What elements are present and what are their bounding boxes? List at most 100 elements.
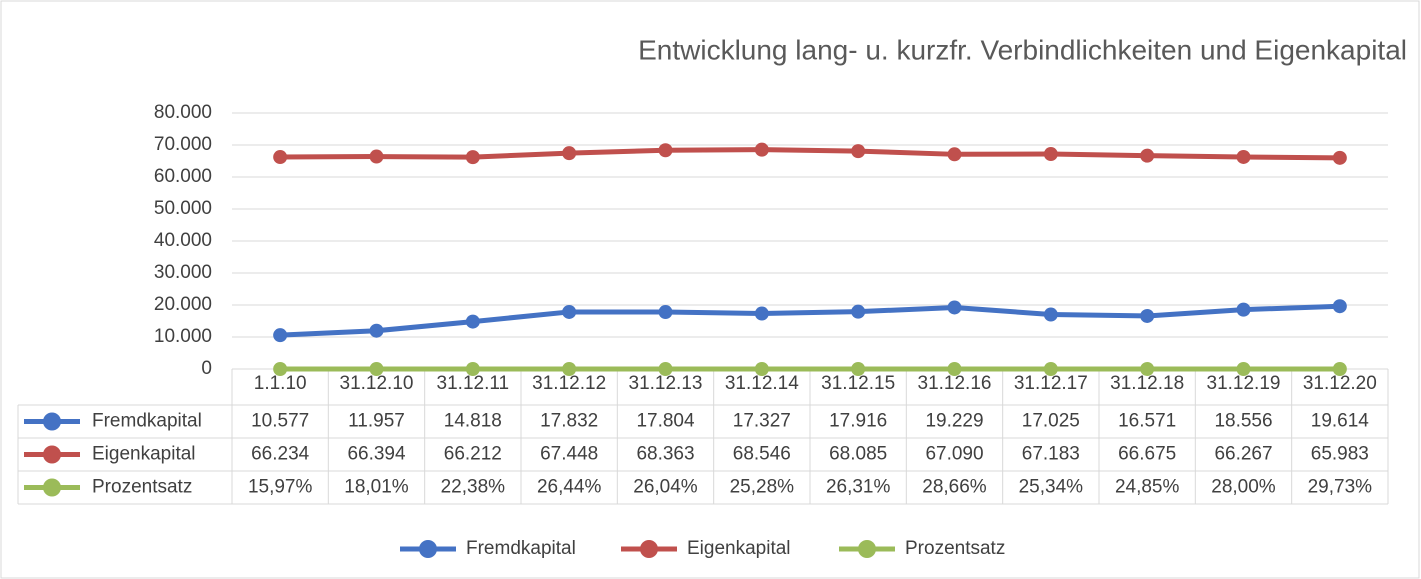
marker [658,361,673,376]
y-tick-label: 50.000 [154,198,212,219]
legend-key-marker [43,412,61,431]
marker [369,323,384,338]
marker [658,305,673,320]
x-tick-label: 31.12.10 [340,373,414,394]
marker [754,361,769,376]
legend-label: Eigenkapital [687,538,791,559]
table-cell: 66.267 [1214,444,1272,465]
x-tick-label: 31.12.19 [1207,373,1281,394]
table-cell: 25,34% [1019,477,1084,498]
series-line [280,147,1340,161]
marker [851,144,866,159]
table-cell: 11.957 [348,411,405,432]
table-cell: 68.363 [636,444,694,465]
marker [754,142,769,157]
marker [1140,361,1155,376]
table-cell: 24,85% [1115,477,1180,498]
marker [1236,149,1251,164]
legend-key-marker [858,540,876,558]
y-tick-label: 20.000 [154,294,212,315]
table-cell: 65.983 [1311,444,1369,465]
x-tick-label: 31.12.17 [1014,373,1088,394]
y-tick-label: 0 [201,358,212,379]
table-series-name: Fremdkapital [92,411,202,432]
y-tick-label: 60.000 [154,166,212,187]
x-tick-label: 31.12.14 [725,373,799,394]
table-cell: 67.448 [540,444,598,465]
legend-label: Fremdkapital [466,538,576,559]
legend-key-marker [419,540,437,558]
marker [562,304,577,319]
marker [562,146,577,161]
legend-label: Prozentsatz [905,538,1005,559]
marker [465,314,480,329]
table-cell: 66.212 [444,444,502,465]
table-cell: 68.546 [733,444,791,465]
marker [273,328,288,343]
y-tick-label: 10.000 [154,326,212,347]
legend-key-marker [43,478,61,497]
table-cell: 17.916 [829,411,887,432]
marker [1043,307,1058,322]
x-tick-label: 31.12.11 [437,373,510,394]
marker [1140,148,1155,163]
x-tick-label: 31.12.13 [629,373,703,394]
chart-title: Entwicklung lang- u. kurzfr. Verbindlich… [638,34,1407,65]
marker [754,306,769,321]
table-cell: 17.025 [1022,411,1080,432]
series-line [280,303,1340,338]
x-tick-label: 31.12.12 [532,373,606,394]
marker [1236,361,1251,376]
marker [1140,308,1155,323]
x-tick-label: 31.12.15 [821,373,895,394]
marker [1332,150,1347,165]
marker [562,361,577,376]
marker [1236,302,1251,317]
marker [947,361,962,376]
table-cell: 19.614 [1311,411,1370,432]
x-tick-label: 31.12.18 [1110,373,1184,394]
table-cell: 25,28% [730,477,795,498]
marker [465,361,480,376]
table-cell: 18,01% [344,477,409,498]
table-cell: 67.090 [925,444,983,465]
table-cell: 18.556 [1214,411,1272,432]
table-cell: 26,04% [633,477,698,498]
table-cell: 10.577 [251,411,309,432]
marker [273,361,288,376]
table-cell: 29,73% [1308,477,1373,498]
table-cell: 15,97% [248,477,313,498]
marker [947,147,962,162]
legend-key-marker [640,540,658,558]
marker [273,150,288,165]
table-cell: 66.234 [251,444,310,465]
marker [947,300,962,315]
table-cell: 66.394 [347,444,406,465]
marker [1043,361,1058,376]
table-series-name: Eigenkapital [92,444,196,465]
x-tick-label: 31.12.16 [918,373,992,394]
marker [658,143,673,158]
marker [1332,299,1347,314]
marker [465,150,480,165]
marker [851,361,866,376]
y-tick-label: 40.000 [154,230,212,251]
x-tick-label: 31.12.20 [1303,373,1377,394]
table-cell: 22,38% [441,477,506,498]
marker [1332,361,1347,376]
y-tick-label: 30.000 [154,262,212,283]
table-cell: 19.229 [925,411,983,432]
table-cell: 28,00% [1211,477,1276,498]
legend-key-marker [43,445,61,464]
table-cell: 26,44% [537,477,602,498]
table-cell: 28,66% [922,477,987,498]
y-tick-label: 70.000 [154,134,212,155]
table-cell: 17.832 [540,411,598,432]
marker [369,149,384,164]
marker [1043,147,1058,162]
table-cell: 66.675 [1118,444,1176,465]
table-cell: 14.818 [444,411,502,432]
marker [369,361,384,376]
